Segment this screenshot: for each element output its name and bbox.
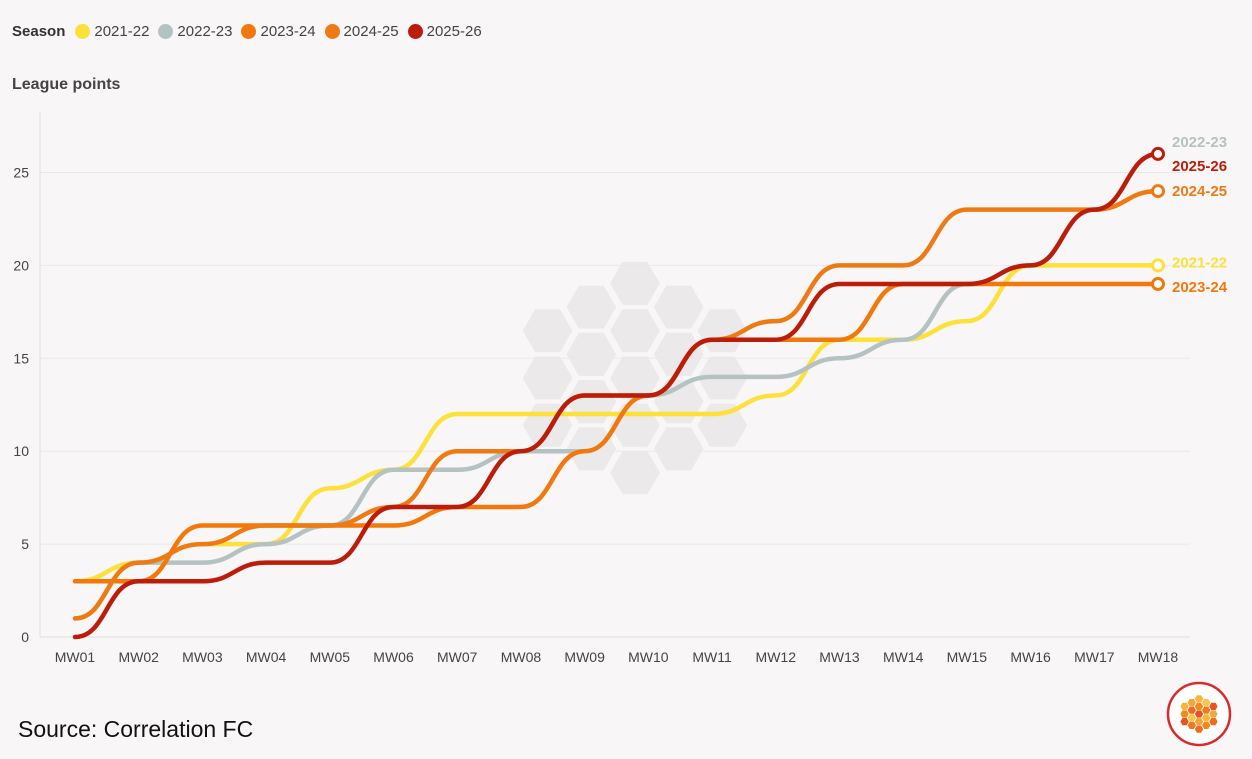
watermark-hexagon [651,425,706,473]
legend-title: Season [12,22,66,40]
end-label-2022-23: 2022-23 [1172,134,1227,151]
logo-hexagon [1209,702,1218,710]
logo-hexagon [1187,714,1196,722]
series-line-2025-26 [72,151,1161,640]
logo-hexagon [1180,702,1189,710]
logo-hexagon [1187,721,1196,729]
x-tick-label: MW12 [756,649,797,665]
logo-hexagon [1194,725,1204,733]
y-tick-label: 0 [21,629,29,645]
logo-hexagon [1194,718,1204,726]
legend-label-2022-23: 2022-23 [177,22,233,40]
legend: Season 2021-22 2022-23 2023-24 2024-25 2… [12,21,491,41]
y-tick-labels: 0 5 10 15 20 25 [13,165,29,646]
legend-swatch-2023-24 [241,23,257,39]
x-tick-label: MW08 [501,649,542,665]
end-marker-2024-25 [1151,184,1165,199]
legend-swatch-2021-22 [75,23,91,39]
x-tick-label: MW03 [182,649,223,665]
watermark-hexagon [520,354,575,402]
gridlines [40,172,1190,545]
logo-hexagon [1202,714,1211,722]
x-tick-label: MW06 [373,649,414,665]
logo-hexagon [1187,699,1196,707]
y-tick-label: 20 [13,257,29,273]
logo-hexagon [1187,706,1196,714]
end-label-2023-24: 2023-24 [1172,279,1228,296]
watermark-hexagon [607,449,663,497]
x-tick-label: MW09 [564,649,605,665]
logo-hexagon [1202,721,1211,729]
watermark-hexagon [607,354,663,402]
series-lines [72,151,1161,640]
end-markers: 2021-22 2022-23 2023-24 2024-25 2025-26 [1151,134,1228,296]
legend-label-2024-25: 2024-25 [343,22,399,40]
logo-hexagon [1180,710,1189,718]
legend-label-2021-22: 2021-22 [94,22,150,40]
y-tick-label: 10 [13,443,29,459]
end-marker-2023-24 [1151,276,1165,291]
x-tick-label: MW16 [1010,649,1051,665]
x-tick-label: MW18 [1138,649,1179,665]
x-tick-label: MW14 [883,649,924,665]
watermark-hexagon [564,378,619,426]
logo-hexagon [1194,695,1204,703]
logo-hexagon [1194,702,1204,710]
x-tick-label: MW17 [1074,649,1115,665]
watermark-hexagon [520,401,575,449]
legend-item-2022-23[interactable]: 2022-23 [158,23,232,40]
axes [39,112,1190,638]
y-axis-title: League points [12,76,121,93]
logo-hexagon [1202,699,1211,707]
x-tick-label: MW01 [55,649,96,665]
end-marker-2021-22 [1151,258,1165,273]
y-tick-label: 15 [13,350,29,366]
y-tick-label: 25 [13,165,29,181]
watermark-hexagon [564,330,619,378]
x-tick-label: MW05 [310,649,351,665]
legend-item-2021-22[interactable]: 2021-22 [75,23,149,40]
x-tick-label: MW15 [947,649,988,665]
end-label-2024-25: 2024-25 [1172,183,1227,200]
watermark-hexagon [651,330,706,378]
watermark-hexagon [520,307,575,355]
legend-item-2023-24[interactable]: 2023-24 [241,22,316,40]
watermark-hexagon [607,259,663,307]
legend-swatch-2022-23 [158,23,174,39]
correlation-fc-logo [1166,681,1232,747]
x-tick-label: MW04 [246,649,287,665]
legend-swatch-2024-25 [324,23,340,39]
legend-swatch-2025-26 [407,23,423,39]
x-tick-label: MW07 [437,649,478,665]
x-tick-label: MW13 [819,649,860,665]
watermark-hexagon [651,283,706,331]
x-tick-label: MW02 [118,649,159,665]
legend-label-2025-26: 2025-26 [426,22,482,40]
source-note: Source: Correlation FC [18,716,254,742]
legend-label-2023-24: 2023-24 [260,22,316,40]
logo-hexagon [1202,706,1211,714]
x-tick-label: MW11 [692,649,732,665]
watermark-hexagon [564,283,619,331]
y-tick-label: 5 [21,536,29,552]
end-marker-2025-26 [1151,146,1165,161]
logo-hexagon [1209,718,1218,726]
x-tick-labels: MW01 MW02 MW03 MW04 MW05 MW06 MW07 MW08 MW09 MW10… [55,649,1179,665]
legend-item-2024-25[interactable]: 2024-25 [324,22,399,40]
watermark-hexagon [695,401,750,449]
logo-hexagon [1209,710,1218,718]
end-label-2021-22: 2021-22 [1172,254,1227,271]
logo-hexagon [1194,710,1204,718]
legend-item-2025-26[interactable]: 2025-26 [407,22,482,40]
watermark-hexagon [607,307,663,355]
x-tick-label: MW10 [628,649,669,665]
logo-hexagon [1180,718,1189,726]
end-label-2025-26: 2025-26 [1172,158,1227,175]
